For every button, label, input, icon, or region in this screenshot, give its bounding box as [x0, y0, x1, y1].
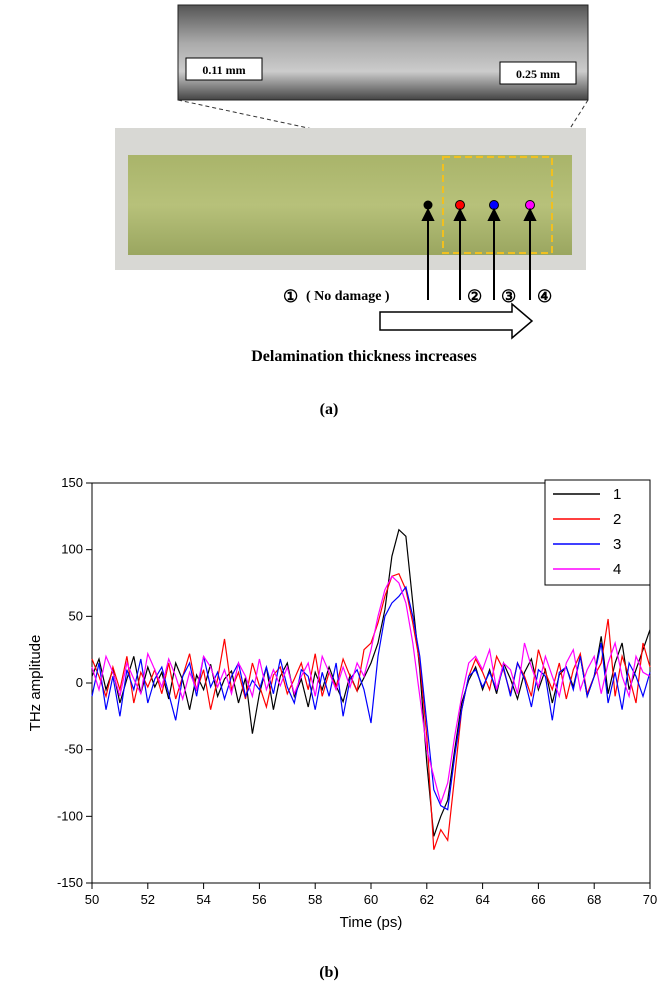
trend-arrow [379, 302, 534, 340]
y-tick-label: -100 [57, 808, 83, 823]
legend-label: 2 [613, 511, 621, 528]
x-tick-label: 70 [643, 892, 657, 907]
series-line [91, 575, 651, 806]
arrows [421, 207, 537, 300]
x-tick-label: 66 [531, 892, 545, 907]
point [423, 200, 433, 210]
y-tick-label: 50 [69, 608, 83, 623]
specimen [128, 155, 572, 255]
x-tick-label: 68 [587, 892, 601, 907]
y-tick-label: 150 [61, 475, 83, 490]
series-line [91, 572, 651, 850]
trend-caption: Delamination thickness increases [251, 348, 476, 365]
x-tick-label: 64 [475, 892, 489, 907]
x-tick-label: 52 [141, 892, 155, 907]
legend-label: 1 [613, 486, 621, 503]
legend-label: 4 [613, 561, 621, 578]
point-label: ② [467, 287, 482, 306]
plot-frame [91, 482, 651, 884]
x-axis-label: Time (ps) [340, 914, 403, 931]
x-tick-label: 60 [364, 892, 378, 907]
x-tick-label: 50 [85, 892, 99, 907]
point-label: ③ [501, 287, 516, 306]
damage-zone [442, 156, 553, 254]
scale-label: 0.11 mm [202, 63, 245, 77]
panel-label: (a) [320, 401, 339, 418]
x-tick-label: 58 [308, 892, 322, 907]
point-label: ① [283, 287, 298, 306]
x-tick-label: 56 [252, 892, 266, 907]
panel-label: (b) [319, 964, 339, 981]
y-tick-label: -50 [64, 742, 83, 757]
line-chart: -150 -100 -50 0 50 100 150 50 52 54 56 58 60 62 64 66 68… [27, 475, 657, 981]
y-axis-label: THz amplitude [27, 635, 44, 732]
scale-label: 0.25 mm [516, 67, 560, 81]
y-tick-label: -150 [57, 875, 83, 890]
legend-box [544, 479, 651, 586]
y-tick-label: 100 [61, 542, 83, 557]
y-tick-label: 0 [76, 675, 83, 690]
x-tick-label: 54 [196, 892, 210, 907]
scale-box [499, 61, 577, 85]
micrograph [177, 4, 589, 101]
point-label: ④ [537, 287, 552, 306]
point-note: ( No damage ) [306, 289, 390, 304]
legend-label: 3 [613, 536, 621, 553]
x-tick-label: 62 [420, 892, 434, 907]
scale-box [185, 57, 263, 81]
